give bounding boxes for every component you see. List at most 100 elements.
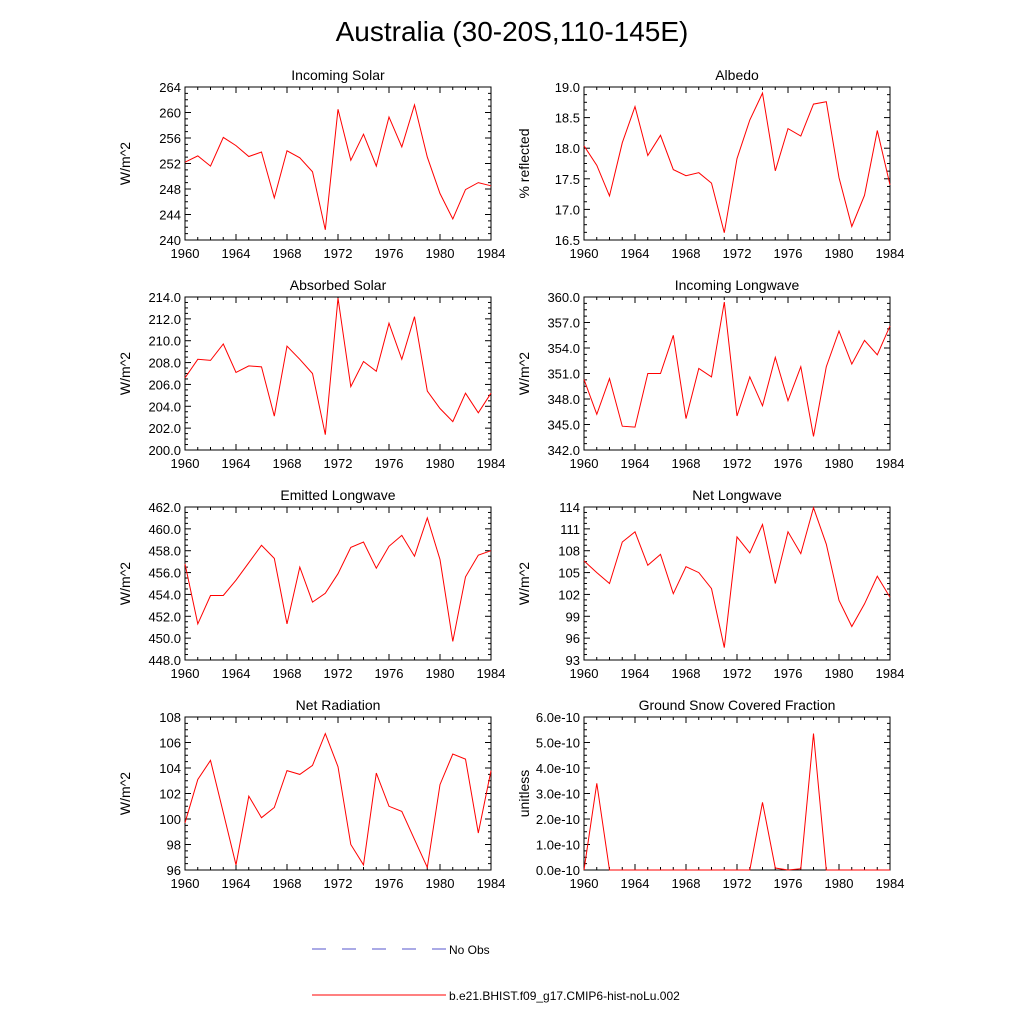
x-tick-label: 1968 (672, 876, 701, 891)
x-tick-label: 1972 (723, 456, 752, 471)
y-tick-label: 345.0 (547, 418, 580, 433)
x-tick-label: 1980 (426, 246, 455, 261)
x-tick-label: 1964 (621, 666, 650, 681)
y-tick-label: 204.0 (148, 399, 181, 414)
panel-net-longwave: Net Longwave W/m^2 1960 1964 1968 1972 1976 198… (516, 487, 904, 681)
y-tick-label: 357.0 (547, 316, 580, 331)
y-tick-label: 240 (159, 233, 181, 248)
y-tick-label: 214.0 (148, 290, 181, 305)
y-axis-label: unitless (516, 770, 532, 817)
y-tick-label: 248 (159, 182, 181, 197)
y-tick-label: 360.0 (547, 290, 580, 305)
y-axis-label: % reflected (516, 128, 532, 198)
y-tick-label: 256 (159, 131, 181, 146)
x-tick-label: 1972 (324, 876, 353, 891)
y-tick-label: 102 (558, 587, 580, 602)
x-tick-label: 1960 (570, 666, 599, 681)
plot-frame (184, 296, 492, 451)
x-tick-label: 1968 (672, 666, 701, 681)
series-line (184, 516, 492, 642)
x-tick-label: 1968 (273, 246, 302, 261)
y-tick-label: 448.0 (148, 653, 181, 668)
x-tick-label: 1980 (426, 666, 455, 681)
x-tick-label: 1980 (825, 246, 854, 261)
y-tick-label: 0.0e-10 (536, 863, 580, 878)
panel-title: Albedo (715, 67, 759, 83)
y-tick-label: 460.0 (148, 522, 181, 537)
panel-emitted-longwave: Emitted Longwave W/m^2 1960 1964 1968 1972 197… (117, 487, 505, 681)
series-line (184, 298, 492, 435)
y-tick-label: 102 (159, 787, 181, 802)
x-tick-label: 1960 (171, 456, 200, 471)
x-tick-label: 1984 (477, 456, 506, 471)
y-tick-label: 200.0 (148, 443, 181, 458)
y-tick-label: 212.0 (148, 312, 181, 327)
y-tick-label: 210.0 (148, 334, 181, 349)
panel-title: Emitted Longwave (280, 487, 395, 503)
x-tick-label: 1972 (324, 666, 353, 681)
y-tick-label: 108 (558, 544, 580, 559)
y-axis-label: W/m^2 (117, 562, 133, 605)
x-tick-label: 1972 (723, 666, 752, 681)
y-tick-label: 264 (159, 80, 181, 95)
x-tick-label: 1964 (222, 876, 251, 891)
y-tick-label: 104 (159, 761, 181, 776)
y-tick-label: 202.0 (148, 421, 181, 436)
panel-title: Net Radiation (296, 697, 381, 713)
y-tick-label: 456.0 (148, 566, 181, 581)
legend: No Obs b.e21.BHIST.f09_g17.CMIP6-hist-noL… (312, 943, 680, 1003)
y-tick-label: 252 (159, 157, 181, 172)
x-tick-label: 1984 (477, 666, 506, 681)
x-tick-label: 1972 (723, 876, 752, 891)
y-axis-label: W/m^2 (516, 352, 532, 395)
y-tick-label: 96 (566, 631, 580, 646)
x-tick-label: 1960 (171, 246, 200, 261)
x-tick-label: 1964 (222, 666, 251, 681)
legend-label: No Obs (449, 943, 490, 957)
y-tick-label: 450.0 (148, 631, 181, 646)
x-tick-label: 1968 (273, 456, 302, 471)
y-axis-label: W/m^2 (117, 352, 133, 395)
y-tick-label: 114 (559, 500, 580, 515)
x-tick-label: 1968 (672, 456, 701, 471)
x-tick-label: 1980 (426, 876, 455, 891)
plot-frame (184, 716, 492, 871)
x-tick-label: 1964 (621, 456, 650, 471)
x-tick-label: 1964 (621, 246, 650, 261)
x-tick-label: 1976 (375, 666, 404, 681)
panel-title: Absorbed Solar (290, 277, 387, 293)
y-tick-label: 108 (159, 710, 181, 725)
panel-incoming-solar: Incoming Solar W/m^2 1960 1964 1968 1972 1976 1… (117, 67, 505, 261)
x-tick-label: 1960 (570, 456, 599, 471)
y-tick-label: 18.0 (555, 141, 580, 156)
y-tick-label: 4.0e-10 (536, 761, 580, 776)
series-line (184, 103, 492, 230)
x-tick-label: 1972 (324, 456, 353, 471)
y-tick-label: 96 (167, 863, 181, 878)
y-tick-label: 208.0 (148, 356, 181, 371)
y-tick-label: 100 (159, 812, 181, 827)
y-tick-label: 354.0 (547, 341, 580, 356)
x-tick-label: 1964 (621, 876, 650, 891)
y-tick-label: 351.0 (547, 367, 580, 382)
panel-ground-snow-covered-fraction: Ground Snow Covered Fraction unitless 1960… (516, 697, 904, 891)
x-tick-label: 1976 (375, 876, 404, 891)
series-line (184, 732, 492, 870)
plot-frame (583, 86, 891, 241)
x-tick-label: 1960 (171, 876, 200, 891)
x-tick-label: 1968 (273, 876, 302, 891)
series-line (583, 302, 891, 437)
y-tick-label: 452.0 (148, 609, 181, 624)
y-tick-label: 348.0 (547, 392, 580, 407)
y-tick-label: 18.5 (555, 111, 580, 126)
y-tick-label: 2.0e-10 (536, 812, 580, 827)
x-tick-label: 1960 (570, 876, 599, 891)
x-tick-label: 1980 (825, 456, 854, 471)
x-tick-label: 1976 (774, 246, 803, 261)
panel-absorbed-solar: Absorbed Solar W/m^2 1960 1964 1968 1972 1976 1… (117, 277, 505, 471)
x-tick-label: 1960 (171, 666, 200, 681)
panel-incoming-longwave: Incoming Longwave W/m^2 1960 1964 1968 1972 19… (516, 277, 904, 471)
x-tick-label: 1984 (876, 246, 905, 261)
series-line (583, 506, 891, 648)
